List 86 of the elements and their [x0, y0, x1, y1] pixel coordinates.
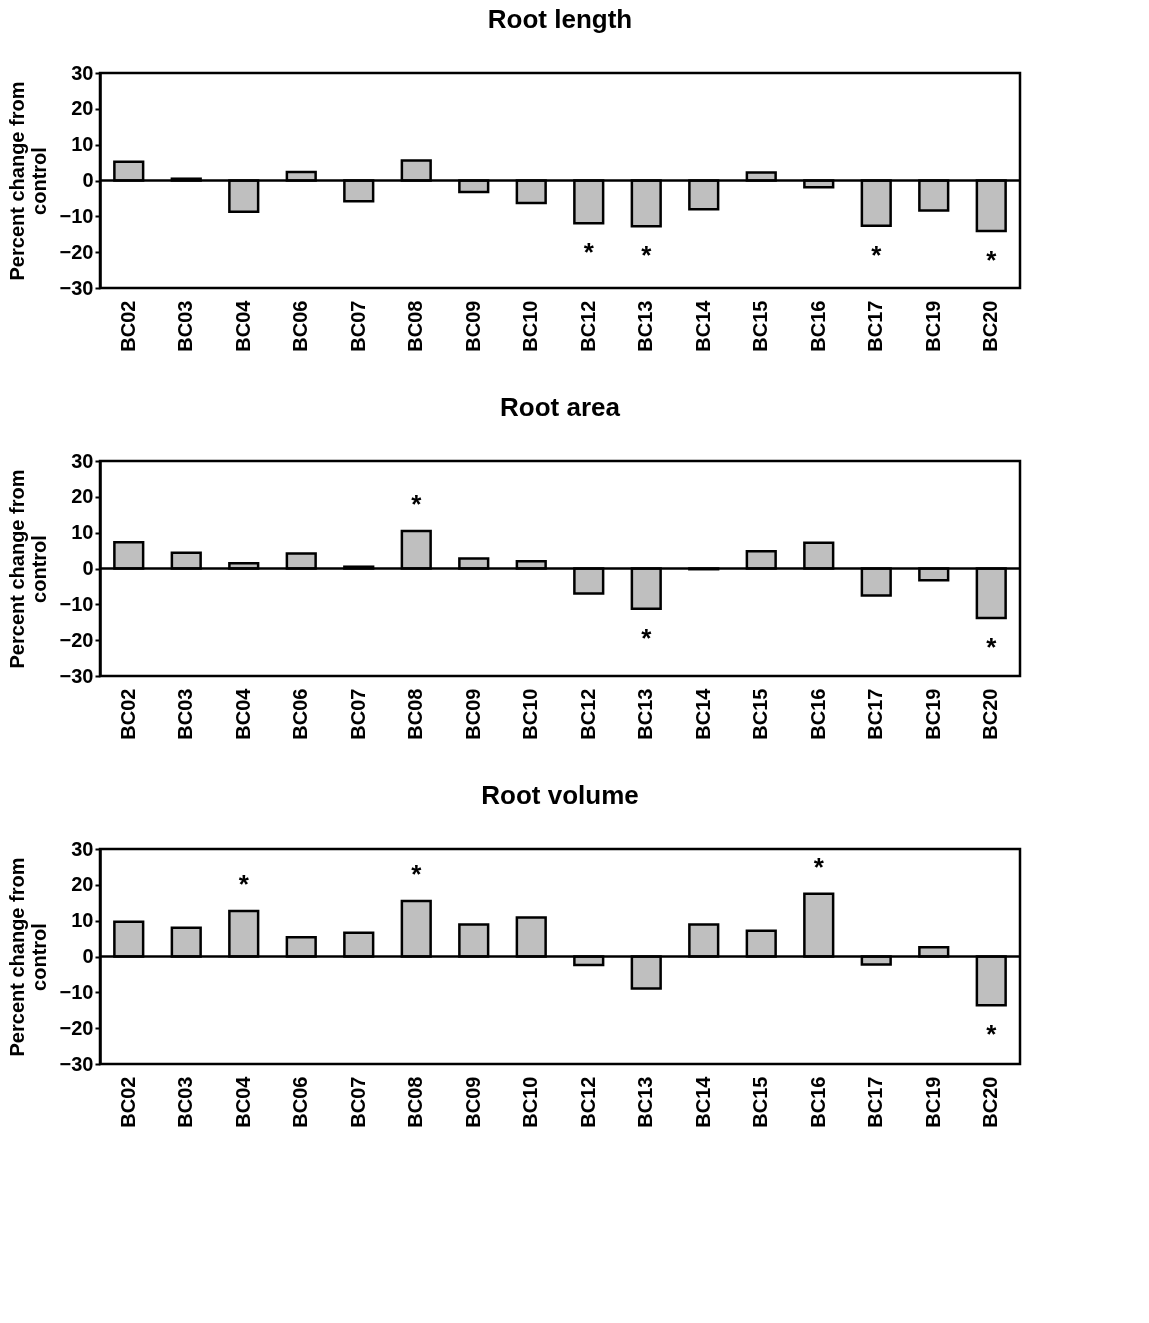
- x-tick-label: BC10: [519, 688, 542, 740]
- x-tick-label: BC12: [576, 300, 599, 352]
- chart-title: Root volume: [481, 780, 639, 810]
- annotation: *: [986, 245, 998, 276]
- x-tick-label: BC06: [289, 688, 312, 740]
- x-tick-label: BC03: [174, 688, 197, 740]
- x-tick-label: BC12: [576, 688, 599, 740]
- x-tick-label: BC08: [404, 300, 427, 352]
- x-tick-label: BC20: [979, 1076, 1002, 1128]
- annotation: *: [986, 1019, 998, 1050]
- x-tick-label: BC13: [634, 1076, 657, 1128]
- x-tick-label: BC08: [404, 1076, 427, 1128]
- annotation: *: [871, 239, 883, 270]
- annotation: *: [238, 868, 250, 899]
- x-tick-label: BC09: [461, 688, 484, 740]
- x-tick-label: BC15: [749, 1076, 772, 1128]
- y-tick-label: 30: [71, 61, 94, 84]
- x-tick-label: BC17: [864, 300, 887, 352]
- x-tick-label: BC07: [346, 300, 369, 352]
- y-tick-label: 0: [82, 169, 94, 191]
- annotation: *: [411, 858, 423, 889]
- x-tick-label: BC10: [519, 1076, 542, 1128]
- y-tick-label: 10: [71, 133, 94, 156]
- annotation: *: [641, 240, 653, 271]
- annotation: *: [641, 622, 653, 653]
- x-tick-label: BC03: [174, 1076, 197, 1128]
- x-tick-label: BC13: [634, 688, 657, 740]
- x-tick-label: BC15: [749, 300, 772, 352]
- chart-title: Root length: [487, 4, 633, 34]
- y-tick-label: 20: [71, 485, 94, 508]
- y-axis-title: Percent change from control: [5, 469, 50, 669]
- x-tick-label: BC15: [749, 688, 772, 740]
- y-tick-label: −30: [59, 664, 94, 687]
- y-tick-label: −30: [59, 276, 94, 299]
- x-tick-label: BC04: [231, 299, 254, 352]
- x-tick-label: BC14: [691, 1075, 714, 1128]
- chart-title: Root area: [500, 392, 621, 422]
- x-tick-label: BC04: [231, 687, 254, 740]
- y-tick-label: 10: [71, 521, 94, 544]
- x-tick-label: BC14: [691, 687, 714, 740]
- y-tick-label: 0: [82, 557, 94, 579]
- x-tick-label: BC12: [576, 1076, 599, 1128]
- x-tick-label: BC20: [979, 300, 1002, 352]
- annotation: *: [583, 237, 595, 268]
- x-tick-label: BC09: [461, 300, 484, 352]
- y-tick-label: 20: [71, 873, 94, 896]
- y-tick-label: −20: [59, 240, 94, 263]
- y-tick-label: 20: [71, 97, 94, 120]
- y-tick-label: −20: [59, 1016, 94, 1039]
- x-tick-label: BC13: [634, 300, 657, 352]
- y-axis-title: Percent change from control: [5, 81, 50, 281]
- x-tick-label: BC09: [461, 1076, 484, 1128]
- x-tick-label: BC10: [519, 300, 542, 352]
- x-tick-label: BC17: [864, 1076, 887, 1128]
- annotation: *: [986, 631, 998, 662]
- y-tick-label: −30: [59, 1052, 94, 1075]
- y-tick-label: −10: [59, 980, 94, 1003]
- x-tick-label: BC20: [979, 688, 1002, 740]
- y-tick-label: 30: [71, 837, 94, 860]
- y-tick-label: 30: [71, 449, 94, 472]
- annotation: *: [411, 488, 423, 519]
- x-tick-label: BC19: [921, 1076, 944, 1128]
- x-tick-label: BC06: [289, 1076, 312, 1128]
- y-tick-label: 10: [71, 909, 94, 932]
- x-tick-label: BC17: [864, 688, 887, 740]
- x-tick-label: BC16: [806, 300, 829, 352]
- x-tick-label: BC07: [346, 1076, 369, 1128]
- y-tick-label: −10: [59, 592, 94, 615]
- y-tick-label: −20: [59, 628, 94, 651]
- y-tick-label: 0: [82, 945, 94, 967]
- y-axis-title: Percent change from control: [5, 857, 50, 1057]
- annotation: *: [813, 851, 825, 882]
- x-tick-label: BC06: [289, 300, 312, 352]
- x-tick-label: BC02: [116, 1076, 139, 1128]
- y-tick-label: −10: [59, 204, 94, 227]
- x-tick-label: BC14: [691, 299, 714, 352]
- x-tick-label: BC04: [231, 1075, 254, 1128]
- x-tick-label: BC16: [806, 1076, 829, 1128]
- x-tick-label: BC19: [921, 300, 944, 352]
- x-tick-label: BC02: [116, 688, 139, 740]
- x-tick-label: BC07: [346, 688, 369, 740]
- x-tick-label: BC16: [806, 688, 829, 740]
- x-tick-label: BC02: [116, 300, 139, 352]
- x-tick-label: BC03: [174, 300, 197, 352]
- x-tick-label: BC19: [921, 688, 944, 740]
- x-tick-label: BC08: [404, 688, 427, 740]
